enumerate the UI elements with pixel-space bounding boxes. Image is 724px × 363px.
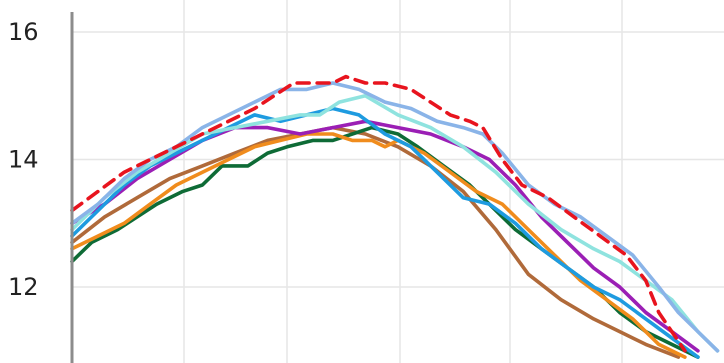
- grid: [72, 0, 724, 363]
- y-tick-labels: 12 14 16: [8, 18, 39, 301]
- series-line-3: [70, 132, 687, 359]
- series-line-1: [70, 125, 681, 359]
- series-group: [70, 74, 720, 359]
- series-line-5: [70, 106, 700, 359]
- y-tick-label: 12: [8, 273, 39, 301]
- series-line-8: [70, 74, 687, 353]
- y-tick-label: 16: [8, 18, 39, 46]
- y-tick-label: 14: [8, 146, 39, 174]
- series-line-7: [70, 81, 720, 353]
